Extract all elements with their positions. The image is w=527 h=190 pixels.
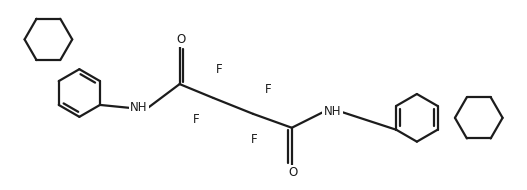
Text: O: O	[288, 166, 297, 179]
Text: NH: NH	[324, 105, 341, 118]
Text: NH: NH	[130, 101, 148, 114]
Text: F: F	[193, 113, 200, 126]
Text: F: F	[216, 63, 222, 76]
Text: O: O	[176, 33, 185, 46]
Text: F: F	[265, 82, 271, 96]
Text: F: F	[251, 133, 257, 146]
